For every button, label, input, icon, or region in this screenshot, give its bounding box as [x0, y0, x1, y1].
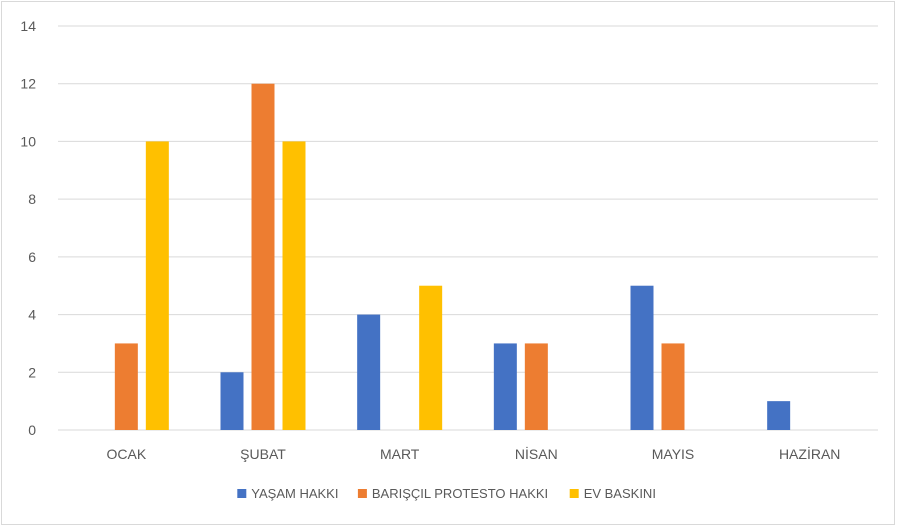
bar-1-hazi̇ran: [767, 401, 791, 430]
y-tick-label: 12: [20, 76, 36, 92]
x-tick-label: ŞUBAT: [240, 446, 286, 462]
x-tick-label: MART: [380, 446, 420, 462]
legend-label: BARIŞÇIL PROTESTO HAKKI: [372, 486, 548, 501]
y-tick-label: 4: [28, 307, 36, 323]
y-axis: 0 2 4 6 8 10 12 14: [20, 18, 36, 438]
y-tick-label: 8: [28, 191, 36, 207]
y-tick-label: 10: [20, 133, 36, 149]
bar-1-şubat: [220, 372, 244, 430]
legend-label: EV BASKINI: [584, 486, 656, 501]
y-tick-label: 6: [28, 249, 36, 265]
legend-swatch: [357, 489, 367, 498]
bar-2-ocak: [114, 343, 138, 430]
legend-label: YAŞAM HAKKI: [251, 486, 338, 501]
x-tick-label: OCAK: [106, 446, 146, 462]
bar-1-mart: [357, 314, 381, 430]
bar-3-mart: [419, 285, 443, 430]
legend-swatch: [569, 489, 579, 498]
bar-2-mayis: [661, 343, 685, 430]
x-tick-label: MAYIS: [652, 446, 695, 462]
x-tick-label: HAZİRAN: [779, 445, 840, 462]
x-tick-label: NİSAN: [515, 445, 558, 462]
legend-swatch: [237, 489, 247, 498]
bar-3-şubat: [282, 141, 306, 430]
bar-1-mayis: [630, 285, 654, 430]
bar-2-ni̇san: [524, 343, 548, 430]
y-tick-label: 2: [28, 364, 36, 380]
bar-1-ni̇san: [493, 343, 517, 430]
bar-3-ocak: [145, 141, 169, 430]
bars: [114, 83, 791, 430]
y-tick-label: 14: [20, 18, 36, 34]
legend: YAŞAM HAKKI BARIŞÇIL PROTESTO HAKKI EV BAS…: [237, 486, 656, 501]
gridlines: [58, 25, 878, 431]
bar-2-şubat: [251, 83, 275, 430]
y-tick-label: 0: [28, 422, 36, 438]
x-axis: OCAK ŞUBAT MART NİSAN MAYIS HAZİRAN: [106, 445, 840, 462]
